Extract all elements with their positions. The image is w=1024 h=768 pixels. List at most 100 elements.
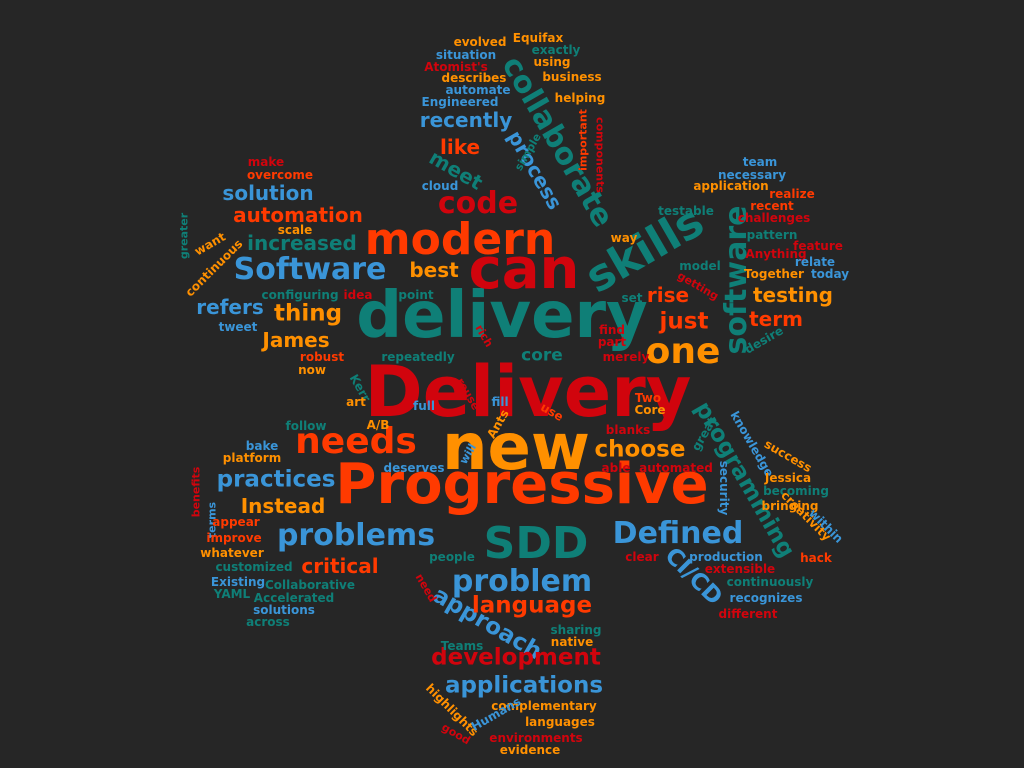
word: helping <box>554 91 606 105</box>
word: cloud <box>421 179 459 193</box>
word: set <box>621 291 643 305</box>
word: recently <box>419 108 513 132</box>
word: term <box>749 307 803 331</box>
word: realize <box>769 187 815 201</box>
word: automate <box>445 83 511 97</box>
word: repeatedly <box>381 350 455 364</box>
word: people <box>429 550 475 564</box>
word: team <box>742 155 778 169</box>
word: core <box>521 345 563 366</box>
word: situation <box>435 48 497 62</box>
word: part <box>597 335 627 349</box>
word: customized <box>215 560 293 574</box>
word: needs <box>295 421 417 462</box>
word: Core <box>634 403 666 417</box>
word: problems <box>276 518 436 553</box>
word: robust <box>299 350 345 364</box>
word: best <box>409 258 459 282</box>
word: James <box>262 328 330 352</box>
word: need <box>412 571 440 605</box>
word: can <box>468 237 580 302</box>
word: one <box>645 331 721 372</box>
word: A/B <box>366 418 390 432</box>
word: just <box>659 308 709 335</box>
word: testing <box>753 283 833 307</box>
word: now <box>298 363 326 377</box>
word: sharing <box>550 623 602 637</box>
word: follow <box>285 419 327 433</box>
word: blanks <box>605 423 651 437</box>
word: becoming <box>763 484 829 498</box>
word: Engineered <box>421 95 499 109</box>
word: language <box>471 592 593 619</box>
word: SDD <box>483 518 589 569</box>
word: evolved <box>453 35 507 49</box>
word: applications <box>444 672 604 699</box>
word: Together <box>744 267 804 281</box>
word: Atomist's <box>424 60 488 74</box>
word: bake <box>245 439 279 453</box>
word: point <box>398 288 434 302</box>
word: Accelerated <box>253 591 335 605</box>
word: business <box>542 70 602 84</box>
word: make <box>247 155 285 169</box>
word: automated <box>639 461 713 475</box>
word: relate <box>794 255 836 269</box>
word: Collaborative <box>264 578 356 592</box>
word: configuring <box>261 288 339 302</box>
word: important <box>576 109 590 171</box>
word: environments <box>489 731 583 745</box>
word: able <box>601 461 631 475</box>
word: testable <box>658 204 714 218</box>
word: code <box>437 186 519 221</box>
word: complementary <box>491 699 597 713</box>
word: clear <box>625 550 659 564</box>
word: Equifax <box>512 31 564 45</box>
word: whatever <box>200 546 264 560</box>
word: today <box>810 267 850 281</box>
word: art <box>346 395 366 409</box>
word: components <box>593 117 607 193</box>
word: exactly <box>531 43 581 57</box>
word: full <box>413 399 435 413</box>
word: problem <box>451 564 593 599</box>
word: extensible <box>704 562 776 576</box>
word: Delivery <box>364 351 692 433</box>
word: fill <box>491 395 509 409</box>
word: deserves <box>383 461 445 475</box>
word: idea <box>343 288 373 302</box>
word: scale <box>277 223 313 237</box>
word: way <box>610 231 638 245</box>
word: native <box>550 635 594 649</box>
word: increased <box>247 231 357 255</box>
word: automation <box>233 203 363 227</box>
word: solutions <box>253 603 315 617</box>
word: new <box>441 411 591 485</box>
word: appear <box>212 515 260 529</box>
word: bringing <box>761 499 819 513</box>
word: across <box>246 615 290 629</box>
word: delivery <box>356 279 648 353</box>
word: Software <box>233 252 387 287</box>
word: describes <box>441 71 507 85</box>
word: practices <box>216 466 336 493</box>
word: Existing <box>210 575 266 589</box>
word: rise <box>646 283 690 307</box>
word: improve <box>206 531 262 545</box>
word: YAML <box>213 587 251 601</box>
word: solution <box>222 181 314 205</box>
word: merely <box>602 350 650 364</box>
word: application <box>693 179 769 193</box>
word: overcome <box>246 168 314 182</box>
word: continuously <box>726 575 814 589</box>
word: challenges <box>737 211 811 225</box>
word: find <box>598 323 626 337</box>
word: thing <box>273 300 343 327</box>
word: greater <box>177 212 191 260</box>
word: languages <box>525 715 595 729</box>
word: modern <box>364 214 556 265</box>
word: development <box>431 644 601 671</box>
word: refers <box>196 295 264 319</box>
word: using <box>533 55 571 69</box>
